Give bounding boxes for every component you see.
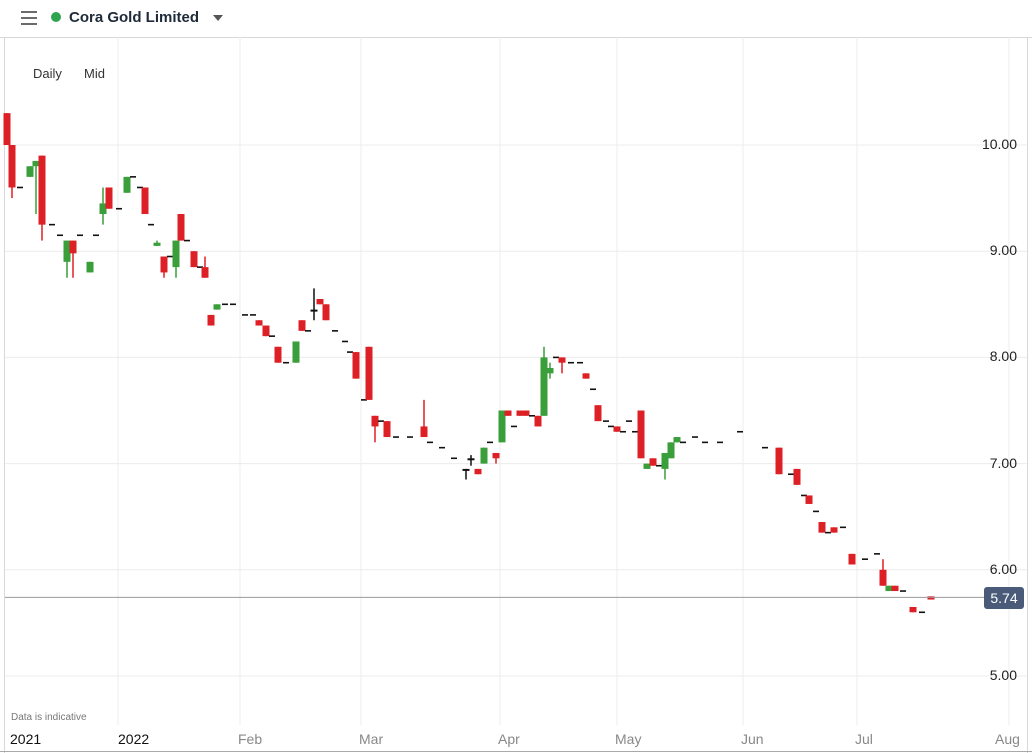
candle-down (207, 314, 215, 326)
chart-left-border (4, 37, 5, 753)
x-tick-label: Aug (995, 731, 1020, 747)
candle-up (540, 357, 548, 416)
candle-down (474, 468, 482, 475)
candle-down (69, 240, 77, 254)
candle-down (558, 357, 566, 363)
candle-down (371, 415, 379, 427)
data-indicative-note: Data is indicative (11, 712, 87, 723)
candle-down (38, 155, 46, 225)
candle-down (613, 426, 621, 432)
candle-down (848, 553, 856, 565)
candle-down (649, 458, 657, 466)
current-price-badge: 5.74 (984, 587, 1024, 609)
candle-down (322, 304, 330, 321)
candle-down (310, 309, 318, 312)
candle-down (775, 447, 783, 475)
candle-down (516, 410, 524, 416)
candle-down (830, 527, 838, 533)
candle-up (292, 341, 300, 363)
candle-up (480, 447, 488, 464)
candle-down (492, 452, 500, 459)
candle-down (582, 373, 590, 379)
x-tick-label: May (615, 731, 642, 747)
candle-down (177, 214, 185, 241)
candle-down (909, 606, 917, 613)
candle-down (534, 415, 542, 427)
candle-down (3, 113, 11, 145)
candle-up (172, 240, 180, 268)
candle-down (316, 298, 324, 305)
x-tick-label: 2022 (118, 731, 150, 747)
candle-down (522, 410, 530, 416)
candle-down (504, 410, 512, 416)
candle-down (891, 585, 899, 592)
candle-down (298, 320, 306, 331)
y-tick-label: 6.00 (989, 560, 1017, 577)
chart-bottom-border (0, 751, 1032, 752)
candle-up (153, 242, 161, 246)
candle-down (420, 426, 428, 438)
y-tick-label: 10.00 (981, 136, 1017, 152)
x-tick-label: Mar (359, 731, 384, 747)
candle-down (927, 596, 935, 600)
candle-up (123, 176, 131, 193)
candle-down (467, 458, 475, 461)
candle-down (383, 421, 391, 438)
x-tick-label: Jun (741, 731, 764, 747)
candle-up (213, 304, 221, 310)
candle-down (637, 410, 645, 459)
candle-up (26, 166, 34, 177)
chart-right-border (1027, 37, 1028, 753)
interval-selector[interactable]: Daily (33, 66, 62, 81)
candle-down (352, 352, 360, 379)
candle-down (818, 522, 826, 533)
candle-down (105, 187, 113, 209)
candle-up (86, 261, 94, 273)
candle-down (201, 267, 209, 278)
y-tick-label: 7.00 (989, 454, 1017, 471)
candle-up (498, 410, 506, 443)
candle-up (643, 463, 651, 469)
y-tick-label: 9.00 (989, 242, 1017, 259)
x-tick-label: Feb (238, 731, 263, 747)
candle-up (63, 240, 71, 262)
x-tick-label: Jul (855, 731, 873, 747)
candle-down (365, 346, 373, 400)
candle-up (99, 203, 107, 215)
hamburger-menu-icon[interactable] (21, 11, 37, 25)
market-status-dot (51, 12, 61, 22)
candle-down (8, 145, 16, 188)
candle-down (190, 251, 198, 268)
y-tick-label: 8.00 (989, 348, 1017, 365)
candle-up (673, 437, 681, 443)
candle-down (141, 187, 149, 215)
candle-up (661, 452, 669, 469)
candle-down (160, 256, 168, 273)
candle-up (667, 442, 675, 459)
candle-down (274, 346, 282, 363)
y-tick-label: 5.00 (989, 667, 1017, 683)
candlestick-chart[interactable] (0, 37, 1032, 751)
candle-down (462, 468, 470, 471)
candle-down (793, 468, 801, 485)
caret-down-icon[interactable] (213, 15, 223, 21)
candle-down (879, 569, 887, 586)
candle-down (805, 495, 813, 504)
candle-down (594, 405, 602, 422)
chart-header: Cora Gold Limited (0, 0, 1032, 38)
candle-up (546, 368, 554, 374)
candle-down (262, 325, 270, 337)
candle-down (255, 320, 263, 326)
x-tick-label: Apr (498, 731, 520, 747)
instrument-title[interactable]: Cora Gold Limited (69, 9, 200, 26)
candle-up (32, 160, 40, 167)
price-type-selector[interactable]: Mid (84, 66, 105, 81)
x-tick-label: 2021 (10, 731, 42, 747)
candle-up (885, 585, 893, 592)
